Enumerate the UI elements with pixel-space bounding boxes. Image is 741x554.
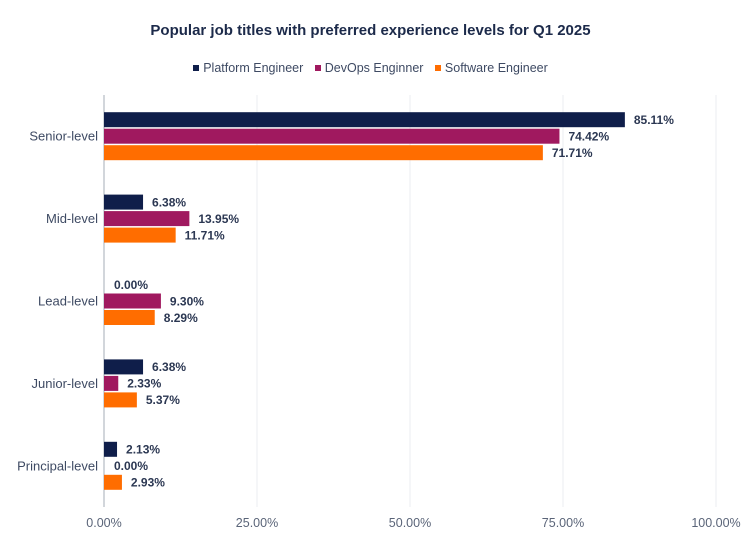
category-label: Senior-level xyxy=(29,129,98,144)
bar[interactable] xyxy=(104,310,155,325)
data-label: 6.38% xyxy=(152,360,186,374)
legend-label: Software Engineer xyxy=(444,61,548,75)
data-label: 2.13% xyxy=(126,443,160,457)
data-label: 85.11% xyxy=(634,113,674,127)
data-label: 71.71% xyxy=(552,146,593,160)
gridlines xyxy=(103,95,717,507)
category-label: Principal-level xyxy=(17,458,98,473)
bar[interactable] xyxy=(104,194,144,210)
bar[interactable] xyxy=(104,293,161,309)
data-label: 74.42% xyxy=(568,130,609,144)
legend-item-devops-engineer[interactable]: DevOps Enginner xyxy=(314,61,424,75)
legend-item-software-engineer[interactable]: Software Engineer xyxy=(434,61,548,75)
data-label: 8.29% xyxy=(164,311,198,325)
bar[interactable] xyxy=(104,128,560,144)
category-label: Junior-level xyxy=(32,376,99,391)
value-axis: 0.00% 25.00% 50.00% 75.00% 100.00% xyxy=(86,516,740,530)
x-tick-label: 50.00% xyxy=(389,516,431,530)
x-tick-label: 75.00% xyxy=(542,516,584,530)
x-tick-label: 100.00% xyxy=(691,516,740,530)
data-label: 13.95% xyxy=(198,212,239,226)
data-label: 0.00% xyxy=(114,459,148,473)
category-axis: Senior-level Mid-level Lead-level Junior-le… xyxy=(17,129,98,474)
bar[interactable] xyxy=(104,392,137,408)
bar[interactable] xyxy=(104,145,543,161)
x-tick-label: 25.00% xyxy=(236,516,278,530)
bar[interactable] xyxy=(104,227,176,243)
data-label: 9.30% xyxy=(170,294,204,308)
bar[interactable] xyxy=(104,211,190,227)
legend-item-platform-engineer[interactable]: Platform Engineer xyxy=(193,61,303,75)
bar[interactable] xyxy=(104,112,625,128)
legend-label: DevOps Enginner xyxy=(324,61,424,75)
data-label: 2.33% xyxy=(127,377,161,391)
data-labels: 85.11% 74.42% 71.71% 6.38% 13.95% 11.71% 0.00%… xyxy=(114,113,674,490)
x-tick-label: 0.00% xyxy=(86,516,121,530)
data-label: 0.00% xyxy=(114,278,148,292)
legend-label: Platform Engineer xyxy=(203,61,304,75)
data-label: 2.93% xyxy=(131,476,165,490)
chart-title: Popular job titles with preferred experi… xyxy=(150,22,591,39)
category-label: Mid-level xyxy=(46,211,98,226)
category-label: Lead-level xyxy=(38,294,98,309)
bar[interactable] xyxy=(104,375,119,391)
legend-swatch-software-engineer xyxy=(434,64,441,71)
legend-swatch-devops-engineer xyxy=(314,64,321,71)
bars xyxy=(104,112,625,490)
bar[interactable] xyxy=(104,441,118,457)
data-label: 5.37% xyxy=(146,393,180,407)
legend-swatch-platform-engineer xyxy=(193,64,200,71)
data-label: 11.71% xyxy=(185,228,225,242)
chart-legend: Platform Engineer DevOps Enginner Softwa… xyxy=(0,61,741,75)
data-label: 6.38% xyxy=(152,195,186,209)
bar[interactable] xyxy=(104,474,122,490)
bar[interactable] xyxy=(104,359,144,375)
